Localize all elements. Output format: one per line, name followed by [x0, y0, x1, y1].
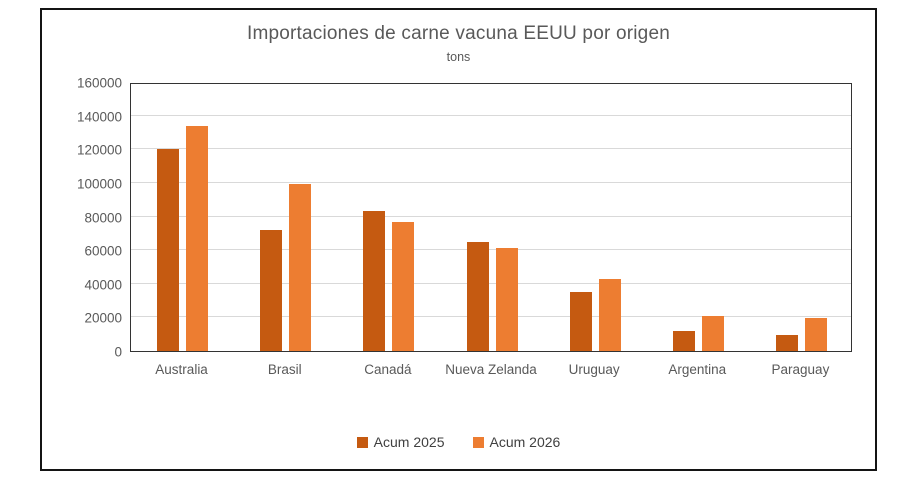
bar-acum-2025-nueva-zelanda: [466, 241, 489, 351]
plot-area: [130, 83, 852, 352]
legend-swatch-icon: [356, 436, 368, 448]
legend-swatch-icon: [472, 436, 484, 448]
y-tick-label-0: 0: [114, 344, 122, 360]
bar-acum-2026-canad-: [392, 221, 415, 351]
x-axis: Australia Brasil Canadá Nueva Zelanda Urugua…: [130, 362, 852, 380]
bar-acum-2026-uruguay: [598, 278, 621, 351]
gridline-20000: [131, 316, 851, 318]
legend-label: Acum 2025: [373, 434, 445, 450]
x-category-label-uruguay: Uruguay: [568, 362, 620, 377]
gridline-140000: [131, 114, 851, 116]
bar-acum-2025-uruguay: [569, 292, 592, 351]
bar-acum-2025-canad-: [363, 211, 386, 351]
legend: Acum 2025 Acum 2026: [42, 434, 875, 450]
y-tick-label-160000: 160000: [76, 75, 122, 91]
x-category-label-canad-: Canadá: [364, 362, 412, 377]
bar-acum-2025-paraguay: [775, 335, 798, 351]
x-category-label-argentina: Argentina: [668, 362, 727, 377]
y-tick-label-60000: 60000: [84, 243, 122, 259]
bar-acum-2026-paraguay: [804, 318, 827, 351]
chart-figure: Importaciones de carne vacuna EEUU por o…: [40, 8, 877, 471]
y-tick-label-40000: 40000: [84, 277, 122, 293]
bar-acum-2026-brasil: [289, 183, 312, 351]
y-tick-label-80000: 80000: [84, 210, 122, 225]
bar-acum-2026-argentina: [701, 315, 724, 351]
bar-acum-2026-australia: [186, 125, 209, 351]
bar-acum-2025-argentina: [672, 330, 695, 351]
y-tick-label-20000: 20000: [84, 310, 122, 326]
x-category-label-nueva-zelanda: Nueva Zelanda: [445, 362, 537, 377]
chart-title: Importaciones de carne vacuna EEUU por o…: [246, 23, 670, 44]
y-tick-label-140000: 140000: [76, 109, 122, 125]
gridline-60000: [131, 249, 851, 251]
gridline-40000: [131, 282, 851, 284]
bar-acum-2025-australia: [157, 149, 180, 351]
legend-item-acum-2026: Acum 2026: [472, 434, 561, 450]
bar-acum-2026-nueva-zelanda: [495, 248, 518, 351]
legend-item-acum-2025: Acum 2025: [356, 434, 445, 450]
x-category-label-paraguay: Paraguay: [771, 362, 830, 377]
y-axis: 0 20000 40000 60000 80000 100000 120000 140000 1…: [42, 76, 122, 360]
x-category-label-australia: Australia: [155, 362, 208, 377]
x-category-label-brasil: Brasil: [267, 362, 302, 377]
chart-subtitle: tons: [446, 50, 471, 64]
legend-label: Acum 2026: [489, 434, 561, 450]
gridline-120000: [131, 148, 851, 150]
bar-acum-2025-brasil: [260, 229, 283, 351]
y-tick-label-100000: 100000: [76, 176, 122, 192]
gridline-80000: [131, 215, 851, 217]
y-tick-label-120000: 120000: [76, 142, 122, 158]
gridline-100000: [131, 181, 851, 183]
